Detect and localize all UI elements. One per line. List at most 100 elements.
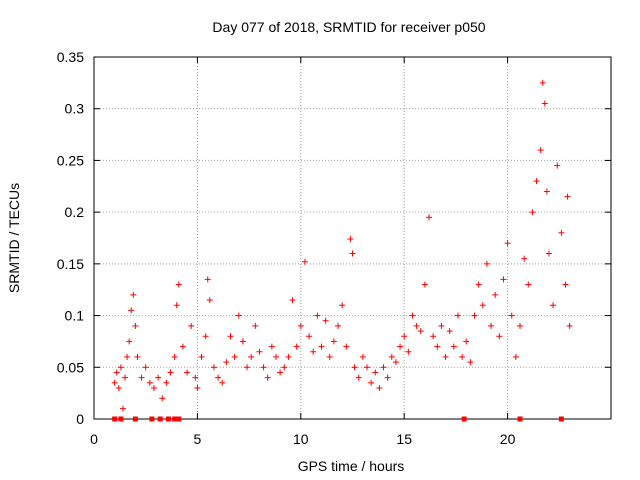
data-point [343,343,350,350]
data-point [260,364,267,371]
data-point [248,353,255,360]
data-point [504,240,511,247]
zero-marker [149,416,155,422]
data-point [179,343,186,350]
data-point [397,343,404,350]
data-point [277,369,284,376]
zero-markers [112,416,564,422]
data-point [409,312,416,319]
data-point [202,333,209,340]
data-point [558,229,565,236]
y-tick-label: 0 [76,411,84,427]
data-point [281,364,288,371]
y-tick-label: 0.05 [57,359,84,375]
data-point [244,364,251,371]
data-point [564,193,571,200]
data-point [272,353,279,360]
data-point [508,312,515,319]
data-point [330,338,337,345]
data-point [113,369,120,376]
data-point [543,188,550,195]
data-point [349,250,356,257]
zero-marker [157,416,163,422]
data-point [175,281,182,288]
data-point [297,322,304,329]
data-point [206,297,213,304]
data-point [128,307,135,314]
data-point [512,353,519,360]
data-point [339,302,346,309]
x-tick-label: 15 [396,431,412,447]
zero-marker [461,416,467,422]
data-point [539,79,546,86]
plot-frame [93,56,612,420]
data-point [492,291,499,298]
data-point [541,100,548,107]
data-point [322,317,329,324]
data-point [438,322,445,329]
data-point [163,379,170,386]
data-point [285,353,292,360]
data-point [450,343,457,350]
data-point [310,348,317,355]
data-point [146,379,153,386]
data-point [231,353,238,360]
data-point [467,359,474,366]
y-tick-labels: 0 0.05 0.1 0.15 0.2 0.25 0.3 0.35 [57,49,84,427]
data-point [204,276,211,283]
data-point [252,322,259,329]
zero-marker [172,416,178,422]
data-point [306,333,313,340]
data-point [268,343,275,350]
data-point [239,338,246,345]
data-point [142,364,149,371]
data-point [372,369,379,376]
data-point [483,260,490,267]
data-point [122,374,129,381]
data-point [132,322,139,329]
data-point [215,374,222,381]
zero-marker [132,416,138,422]
data-point [376,384,383,391]
data-point [138,374,145,381]
x-tick-label: 10 [293,431,309,447]
data-points [111,79,573,412]
data-point [119,405,126,412]
y-tick-label: 0.35 [57,49,84,65]
data-point [566,322,573,329]
x-tick-label: 20 [500,431,516,447]
data-point [210,364,217,371]
data-point [264,374,271,381]
zero-marker [517,416,523,422]
data-point [454,312,461,319]
data-point [223,359,230,366]
data-point [525,281,532,288]
data-point [289,297,296,304]
data-point [326,353,333,360]
data-point [130,291,137,298]
data-point [529,209,536,216]
data-point [500,276,507,283]
data-point [227,333,234,340]
data-point [117,364,124,371]
data-point [459,353,466,360]
data-point [115,384,122,391]
y-tick-label: 0.3 [65,101,85,117]
data-point [384,374,391,381]
data-point [545,250,552,257]
data-point [301,258,308,265]
x-tick-label: 5 [194,431,202,447]
data-point [430,333,437,340]
data-point [537,147,544,154]
data-point [479,302,486,309]
data-point [421,281,428,288]
data-point [293,343,300,350]
data-point [413,322,420,329]
data-point [159,395,166,402]
data-point [167,369,174,376]
data-point [347,236,354,243]
data-point [434,343,441,350]
data-point [405,348,412,355]
data-point [363,364,370,371]
